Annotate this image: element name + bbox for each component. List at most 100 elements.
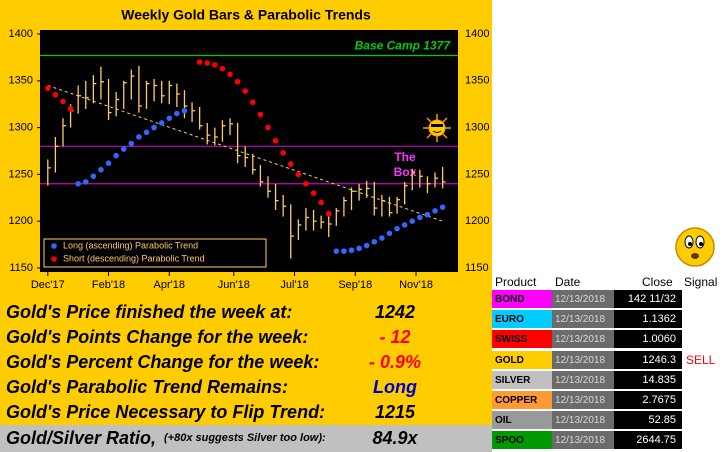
x-tick-label: Jun'18 bbox=[218, 279, 250, 291]
column-header: Signal bbox=[684, 275, 718, 289]
table-row: GOLD 12/13/2018 1246.3 SELL bbox=[492, 350, 723, 371]
x-tick-label: Jul'18 bbox=[280, 279, 308, 291]
summary-label: Gold's Price Necessary to Flip Trend: bbox=[6, 402, 326, 422]
legend-label: Long (ascending) Parabolic Trend bbox=[63, 240, 198, 250]
summary-row: Gold's Points Change for the week: - 12 bbox=[0, 325, 492, 350]
close-cell: 2644.75 bbox=[614, 431, 682, 451]
summary-value: Long bbox=[373, 377, 417, 397]
x-tick-label: Dec'17 bbox=[31, 279, 65, 291]
trend-dot bbox=[295, 171, 302, 178]
close-cell: 14.835 bbox=[614, 370, 682, 390]
reference-label: Base Camp 1377 bbox=[355, 39, 452, 53]
table-row: BOND 12/13/2018 142 11/32 bbox=[492, 290, 723, 310]
summary-label: Gold's Percent Change for the week: bbox=[6, 352, 320, 372]
trend-dot bbox=[379, 235, 385, 241]
summary-value: - 0.9% bbox=[368, 352, 422, 372]
table-row: SILVER 12/13/2018 14.835 bbox=[492, 370, 723, 391]
ratio-note: (+80x suggests Silver too low): bbox=[164, 432, 326, 444]
trend-dot bbox=[212, 62, 218, 68]
product-cell: EURO bbox=[492, 310, 552, 330]
y2-tick-label: 1200 bbox=[465, 215, 489, 227]
trend-dot bbox=[143, 129, 150, 136]
product-cell: BOND bbox=[492, 290, 552, 309]
y2-tick-label: 1350 bbox=[465, 75, 489, 87]
chart: Weekly Gold Bars & Parabolic Trends 1150… bbox=[0, 0, 492, 300]
date-cell: 12/13/2018 bbox=[552, 411, 614, 431]
trend-dot bbox=[90, 173, 97, 180]
table-row: OIL 12/13/2018 52.85 bbox=[492, 411, 723, 431]
summary-row: Gold's Price finished the week at: 1242 bbox=[0, 300, 492, 325]
trend-dot bbox=[439, 204, 446, 210]
trend-dot bbox=[333, 248, 340, 254]
chart-title: Weekly Gold Bars & Parabolic Trends bbox=[121, 7, 371, 23]
trend-dot bbox=[257, 111, 264, 118]
trend-dot bbox=[242, 88, 249, 94]
trend-dot bbox=[219, 65, 226, 72]
column-header: Product bbox=[495, 275, 537, 289]
table-row: SPOO 12/13/2018 2644.75 bbox=[492, 431, 723, 451]
column-header: Close bbox=[642, 275, 673, 289]
x-tick-label: Apr'18 bbox=[154, 279, 185, 291]
close-cell: 2.7675 bbox=[614, 391, 682, 410]
sun-icon bbox=[423, 114, 451, 142]
date-cell: 12/13/2018 bbox=[552, 370, 614, 390]
trend-dot bbox=[120, 146, 127, 152]
trend-dot bbox=[75, 180, 81, 187]
trend-dot bbox=[348, 247, 355, 254]
trend-dot bbox=[409, 218, 416, 224]
legend-box bbox=[43, 238, 267, 268]
trend-dot bbox=[325, 210, 332, 217]
trend-dot bbox=[67, 106, 74, 112]
summary-value: 1215 bbox=[374, 402, 416, 422]
x-tick-label: Nov'18 bbox=[399, 279, 433, 291]
trend-dot bbox=[371, 238, 378, 245]
trend-dot bbox=[265, 124, 271, 131]
legend-marker bbox=[51, 256, 57, 262]
y-tick-label: 1350 bbox=[9, 75, 33, 87]
summary-row: Gold's Parabolic Trend Remains: Long bbox=[0, 375, 492, 400]
product-cell: GOLD bbox=[492, 350, 552, 370]
trend-dot bbox=[234, 78, 241, 85]
date-cell: 12/13/2018 bbox=[552, 391, 614, 410]
smiley-icon bbox=[675, 227, 715, 267]
x-tick-label: Sep'18 bbox=[338, 279, 372, 291]
product-cell: SWISS bbox=[492, 330, 552, 350]
summary-label: Gold's Parabolic Trend Remains: bbox=[6, 377, 289, 397]
product-cell: SPOO bbox=[492, 431, 552, 451]
date-cell: 12/13/2018 bbox=[552, 330, 614, 350]
y-tick-label: 1200 bbox=[9, 215, 33, 227]
trend-dot bbox=[196, 59, 203, 65]
product-cell: SILVER bbox=[492, 370, 552, 390]
trend-dot bbox=[394, 225, 400, 232]
summary-row: Gold's Percent Change for the week: - 0.9… bbox=[0, 350, 492, 375]
trend-dot bbox=[105, 160, 112, 166]
y2-tick-label: 1400 bbox=[465, 28, 489, 40]
trend-dot bbox=[401, 222, 408, 228]
date-cell: 12/13/2018 bbox=[552, 431, 614, 451]
trend-dot bbox=[82, 179, 89, 185]
trend-dot bbox=[128, 140, 135, 147]
signal-cell: SELL bbox=[682, 351, 723, 370]
trend-dot bbox=[166, 115, 173, 122]
table-row: EURO 12/13/2018 1.1362 bbox=[492, 310, 723, 330]
price-table: Product Date Close Signal BOND 12/13/2018 142 … bbox=[492, 275, 723, 452]
trend-dot bbox=[310, 190, 317, 196]
trend-dot bbox=[151, 124, 157, 131]
y-tick-label: 1300 bbox=[9, 122, 33, 134]
product-cell: COPPER bbox=[492, 391, 552, 410]
trend-dot bbox=[44, 85, 51, 92]
y2-tick-label: 1150 bbox=[465, 262, 489, 274]
column-header: Date bbox=[555, 275, 581, 289]
summary-label: Gold's Points Change for the week: bbox=[6, 327, 309, 347]
trend-dot bbox=[417, 214, 423, 221]
summary-row: Gold's Price Necessary to Flip Trend: 121… bbox=[0, 400, 492, 425]
trend-dot bbox=[174, 110, 180, 117]
trend-dot bbox=[272, 137, 279, 144]
close-cell: 1.0060 bbox=[614, 330, 682, 350]
summary-value: 1242 bbox=[374, 302, 416, 322]
trend-dot bbox=[98, 166, 104, 173]
close-cell: 1.1362 bbox=[614, 310, 682, 330]
trend-dot bbox=[280, 150, 286, 156]
trend-dot bbox=[303, 180, 309, 187]
